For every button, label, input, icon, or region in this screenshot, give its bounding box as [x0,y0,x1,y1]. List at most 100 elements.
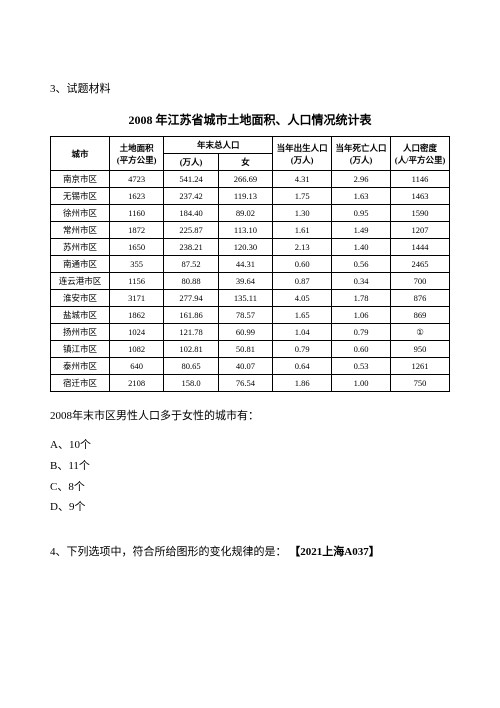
table-row: 南京市区4723541.24266.694.312.961146 [51,171,450,188]
table-cell-density: 700 [391,273,450,290]
table-cell-area: 1862 [109,307,163,324]
table-row: 淮安市区3171277.94135.114.051.78876 [51,290,450,307]
table-cell-city: 连云港市区 [51,273,110,290]
table-cell-female: 76.54 [218,375,272,392]
table-cell-area: 1024 [109,324,163,341]
table-cell-death: 0.60 [332,341,391,358]
question-text: 2008年末市区男性人口多于女性的城市有： [50,407,450,427]
table-row: 常州市区1872225.87113.101.611.491207 [51,222,450,239]
table-cell-density: 1261 [391,358,450,375]
table-cell-birth: 4.05 [273,290,332,307]
table-cell-totalPop: 80.65 [164,358,218,375]
table-cell-death: 0.79 [332,324,391,341]
table-cell-female: 120.30 [218,239,272,256]
table-cell-birth: 1.61 [273,222,332,239]
table-cell-area: 640 [109,358,163,375]
table-cell-area: 4723 [109,171,163,188]
table-cell-birth: 1.04 [273,324,332,341]
table-cell-area: 1650 [109,239,163,256]
table-cell-death: 1.78 [332,290,391,307]
table-cell-death: 0.34 [332,273,391,290]
table-cell-city: 镇江市区 [51,341,110,358]
table-cell-area: 1082 [109,341,163,358]
table-cell-city: 泰州市区 [51,358,110,375]
table-cell-totalPop: 87.52 [164,256,218,273]
table-row: 盐城市区1862161.8678.571.651.06869 [51,307,450,324]
table-cell-city: 常州市区 [51,222,110,239]
header-city: 城市 [51,137,110,171]
table-cell-totalPop: 541.24 [164,171,218,188]
header-totalpop: 年末总人口 [164,137,273,154]
header-density: 人口密度 (人/平方公里) [391,137,450,171]
header-totalpop-unit: (万人) [164,154,218,171]
header-area: 土地面积 (平方公里) [109,137,163,171]
table-cell-death: 0.56 [332,256,391,273]
table-cell-area: 1623 [109,188,163,205]
table-row: 连云港市区115680.8839.640.870.34700 [51,273,450,290]
table-row: 扬州市区1024121.7860.991.040.79① [51,324,450,341]
table-cell-totalPop: 225.87 [164,222,218,239]
table-cell-female: 119.13 [218,188,272,205]
table-cell-death: 1.40 [332,239,391,256]
option-b: B、11个 [50,456,450,477]
table-cell-city: 苏州市区 [51,239,110,256]
option-c: C、8个 [50,477,450,498]
table-row: 苏州市区1650238.21120.302.131.401444 [51,239,450,256]
table-cell-totalPop: 161.86 [164,307,218,324]
options: A、10个 B、11个 C、8个 D、9个 [50,435,450,519]
header-death: 当年死亡人口 (万人) [332,137,391,171]
table-row: 泰州市区64080.6540.070.640.531261 [51,358,450,375]
table-cell-totalPop: 80.88 [164,273,218,290]
question-4: 4、下列选项中，符合所给图形的变化规律的是： 【2021上海A037】 [50,543,450,559]
table-cell-area: 355 [109,256,163,273]
table-cell-birth: 4.31 [273,171,332,188]
table-cell-female: 78.57 [218,307,272,324]
table-cell-female: 39.64 [218,273,272,290]
table-cell-female: 266.69 [218,171,272,188]
table-cell-birth: 0.87 [273,273,332,290]
table-cell-birth: 1.86 [273,375,332,392]
table-cell-totalPop: 158.0 [164,375,218,392]
table-cell-female: 44.31 [218,256,272,273]
header-birth: 当年出生人口 (万人) [273,137,332,171]
table-cell-city: 扬州市区 [51,324,110,341]
table-cell-female: 135.11 [218,290,272,307]
table-cell-city: 徐州市区 [51,205,110,222]
table-cell-city: 南京市区 [51,171,110,188]
table-cell-birth: 1.65 [273,307,332,324]
table-cell-totalPop: 121.78 [164,324,218,341]
table-cell-totalPop: 238.21 [164,239,218,256]
table-cell-city: 盐城市区 [51,307,110,324]
table-cell-density: 1207 [391,222,450,239]
table-cell-female: 113.10 [218,222,272,239]
table-cell-death: 1.63 [332,188,391,205]
header-female: 女 [218,154,272,171]
table-cell-female: 50.81 [218,341,272,358]
table-title: 2008 年江苏省城市土地面积、人口情况统计表 [50,111,450,128]
table-cell-totalPop: 184.40 [164,205,218,222]
table-cell-city: 淮安市区 [51,290,110,307]
table-cell-area: 1156 [109,273,163,290]
table-cell-area: 1160 [109,205,163,222]
table-cell-area: 3171 [109,290,163,307]
table-row: 宿迁市区2108158.076.541.861.00750 [51,375,450,392]
table-cell-city: 无锡市区 [51,188,110,205]
table-cell-city: 宿迁市区 [51,375,110,392]
table-row: 徐州市区1160184.4089.021.300.951590 [51,205,450,222]
data-table: 城市 土地面积 (平方公里) 年末总人口 当年出生人口 (万人) 当年死亡人口 … [50,136,450,392]
table-cell-density: 750 [391,375,450,392]
table-cell-death: 2.96 [332,171,391,188]
table-cell-density: 869 [391,307,450,324]
table-cell-birth: 1.30 [273,205,332,222]
table-row: 镇江市区1082102.8150.810.790.60950 [51,341,450,358]
option-a: A、10个 [50,435,450,456]
table-cell-death: 0.53 [332,358,391,375]
table-cell-density: 1146 [391,171,450,188]
table-row: 无锡市区1623237.42119.131.751.631463 [51,188,450,205]
table-cell-death: 1.06 [332,307,391,324]
table-cell-totalPop: 102.81 [164,341,218,358]
table-cell-birth: 1.75 [273,188,332,205]
table-cell-female: 60.99 [218,324,272,341]
question-4-tag: 【2021上海A037】 [289,546,379,558]
table-cell-city: 南通市区 [51,256,110,273]
